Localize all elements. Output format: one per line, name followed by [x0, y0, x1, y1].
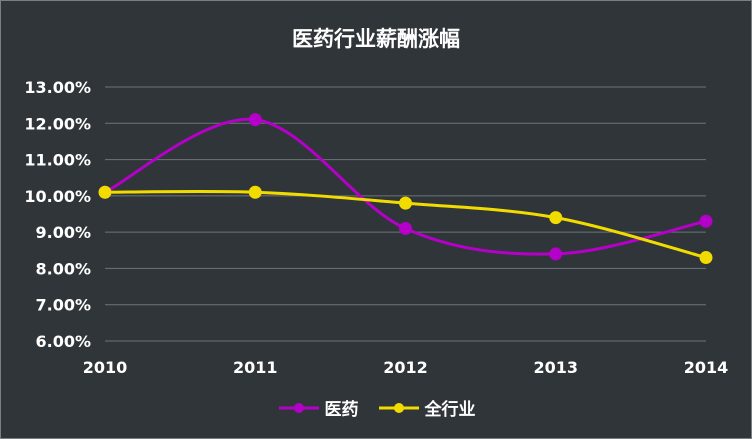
data-point-quanhangye[interactable]	[549, 211, 563, 225]
data-point-quanhangye[interactable]	[98, 185, 112, 199]
x-tick-label: 2014	[684, 358, 729, 377]
y-tick-label: 6.00%	[35, 332, 91, 351]
data-point-quanhangye[interactable]	[699, 251, 713, 265]
data-point-yiyao[interactable]	[699, 214, 713, 228]
y-tick-label: 12.00%	[24, 114, 91, 133]
chart-title: 医药行业薪酬涨幅	[292, 27, 460, 51]
data-point-quanhangye[interactable]	[399, 196, 412, 210]
legend-item-yiyao[interactable]: 医药	[277, 395, 359, 420]
data-point-yiyao[interactable]	[248, 113, 262, 127]
legend-swatch-yiyao	[278, 402, 319, 413]
y-tick-label: 10.00%	[24, 187, 91, 206]
legend-swatch-quanhangye	[378, 402, 419, 413]
legend-item-quanhangye[interactable]: 全行业	[377, 395, 476, 420]
y-tick-label: 8.00%	[35, 259, 91, 278]
data-point-quanhangye[interactable]	[248, 185, 262, 199]
y-tick-label: 9.00%	[35, 223, 91, 242]
y-tick-label: 7.00%	[35, 296, 91, 315]
y-tick-label: 11.00%	[24, 151, 91, 170]
x-tick-label: 2013	[533, 358, 578, 377]
data-point-yiyao[interactable]	[549, 247, 563, 261]
legend-label-quanhangye: 全行业	[424, 400, 476, 420]
x-tick-label: 2012	[383, 358, 428, 377]
x-tick-label: 2010	[83, 358, 128, 377]
data-point-yiyao[interactable]	[399, 222, 412, 236]
legend-label-yiyao: 医药	[324, 400, 359, 420]
x-tick-label: 2011	[233, 358, 278, 377]
y-tick-label: 13.00%	[24, 78, 91, 97]
legend: 医药 全行业	[1, 395, 751, 420]
